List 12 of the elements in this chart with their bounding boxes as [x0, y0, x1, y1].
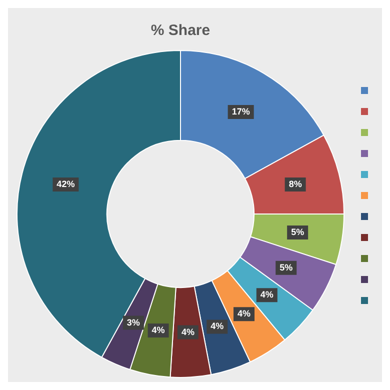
data-label: 5% — [280, 262, 293, 272]
data-label: 4% — [210, 321, 224, 332]
chart-title: % Share — [150, 22, 210, 40]
data-label: 4% — [260, 290, 274, 300]
data-label: 4% — [181, 326, 194, 337]
data-label: 4% — [152, 324, 165, 335]
data-label: 17% — [232, 106, 250, 116]
data-label: 8% — [288, 179, 302, 190]
data-label: 3% — [126, 317, 140, 328]
data-label: 5% — [291, 227, 304, 238]
data-label: 4% — [238, 308, 251, 319]
data-label: 42% — [56, 179, 75, 190]
